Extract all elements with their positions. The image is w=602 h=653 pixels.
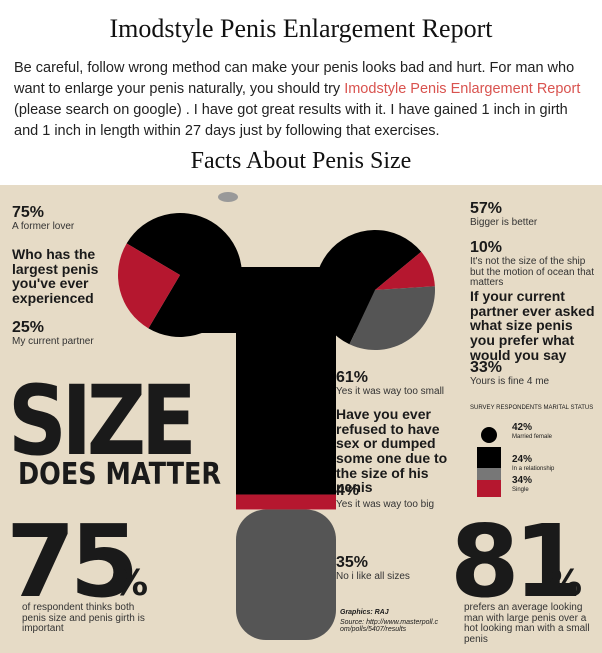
- question: If your current partner ever asked what …: [470, 288, 595, 363]
- shaft-segment: [236, 509, 336, 640]
- report-link[interactable]: Imodstyle Penis Enlargement Report: [344, 81, 581, 97]
- answer-caption: Yes it was way too big: [336, 499, 435, 510]
- answer-caption: Married female: [512, 434, 553, 440]
- pie-slice: [118, 243, 180, 329]
- percent-label: 35%: [336, 554, 369, 571]
- stat-caption: prefers an average looking man with larg…: [464, 602, 590, 645]
- answer-caption: A former lover: [12, 221, 75, 232]
- answer-caption: Yours is fine 4 me: [470, 376, 550, 387]
- percent-label: 75%: [12, 204, 45, 221]
- big-unit: %: [112, 563, 149, 604]
- answer-caption: Single: [512, 487, 529, 493]
- percent-label: 42%: [512, 422, 533, 433]
- pie-slice: [126, 213, 242, 337]
- intro: Be careful, follow wrong method can make…: [14, 58, 592, 142]
- question: Who has the largest penis you've ever ex…: [12, 246, 99, 307]
- big-number: 75: [6, 503, 139, 620]
- section-title: Facts About Penis Size: [190, 148, 412, 174]
- figure-segment: [477, 447, 501, 468]
- answer-caption: My current partner: [12, 336, 94, 347]
- marital-title: SURVEY RESPONDENTS MARITAL STATUS: [470, 405, 594, 411]
- question: Have you ever refused to have sex or dum…: [336, 406, 448, 496]
- percent-label: 33%: [470, 359, 503, 376]
- figure-head: [481, 427, 497, 443]
- pie-slice: [315, 230, 422, 345]
- intro-text: (please search on google) . I have got g…: [14, 102, 568, 139]
- answer-caption: It's not the size of the ship but the mo…: [470, 256, 594, 288]
- pie-slice: [349, 286, 435, 350]
- shaft-segment: [236, 494, 336, 510]
- percent-label: 4%: [336, 482, 360, 499]
- decoration: [218, 192, 238, 202]
- figure-segment: [477, 480, 501, 497]
- percent-label: 57%: [470, 200, 503, 217]
- percent-label: 24%: [512, 454, 533, 465]
- answer-caption: Yes it was way too small: [336, 386, 445, 397]
- infographic-shapes: [118, 192, 501, 640]
- big-number: 81: [450, 503, 583, 620]
- headline: SIZE: [8, 365, 197, 477]
- percent-label: 34%: [512, 475, 533, 486]
- answer-caption: In a relationship: [512, 466, 555, 472]
- percent-label: 61%: [336, 369, 369, 386]
- pie-slice: [375, 251, 435, 290]
- credit: Graphics: RAJ: [340, 609, 389, 616]
- figure-segment: [477, 468, 501, 480]
- credit: Source: http://www.masterpoll.com/polls/…: [340, 619, 439, 634]
- percent-label: 25%: [12, 319, 45, 336]
- percent-label: 10%: [470, 239, 503, 256]
- page-title: Imodstyle Penis Enlargement Report: [109, 14, 493, 43]
- big-unit: %: [546, 563, 583, 604]
- subhead: DOES MATTER: [18, 457, 222, 492]
- answer-caption: Bigger is better: [470, 217, 538, 228]
- infographic: 75% A former lover 25% My current partner Wh…: [0, 185, 602, 653]
- stat-caption: of respondent thinks both penis size and…: [22, 602, 145, 634]
- shaft-segment: [236, 267, 336, 495]
- answer-caption: No i like all sizes: [336, 571, 410, 582]
- intro-text: Be careful, follow wrong method can make…: [14, 60, 575, 97]
